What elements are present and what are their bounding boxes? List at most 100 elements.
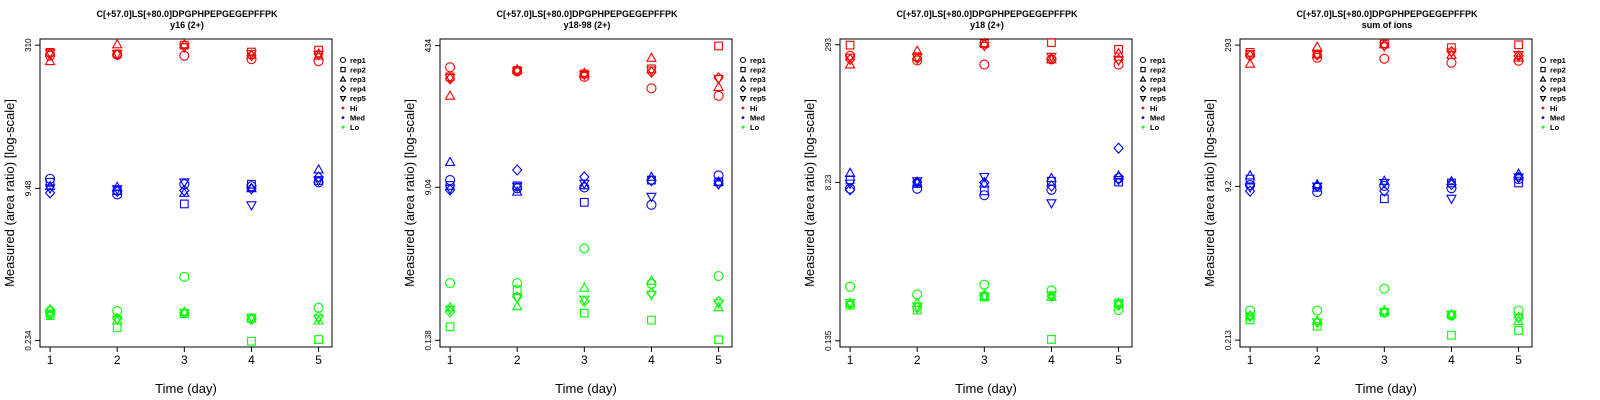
plot-frame (1239, 38, 1533, 348)
x-axis-label: Time (day) (555, 381, 617, 396)
data-point-rep4-med (111, 185, 123, 198)
data-point-rep1-med (1446, 183, 1457, 194)
data-point-rep5-hi (1446, 48, 1457, 59)
legend-label-lo: Lo (750, 123, 760, 132)
legend-marker-rep1 (1539, 56, 1547, 64)
data-point-rep1-med (1245, 180, 1256, 191)
legend-label-rep3: rep3 (350, 75, 366, 84)
legend-label-rep2: rep2 (350, 65, 366, 74)
data-point-rep3-med (1244, 169, 1256, 180)
data-point-rep1-lo (1113, 304, 1124, 316)
legend-marker-rep4 (339, 85, 347, 93)
legend-marker-rep5 (1139, 95, 1147, 103)
data-point-rep1-hi (246, 54, 257, 65)
data-point-rep3-med (444, 156, 456, 167)
data-point-rep1-med (1513, 174, 1524, 185)
data-point-rep2-hi (1447, 43, 1456, 53)
data-point-rep5-hi (578, 70, 590, 81)
data-point-rep1-hi (979, 59, 990, 70)
data-point-rep3-hi (444, 89, 456, 100)
data-point-rep1-lo (512, 278, 523, 289)
data-point-rep1-med (445, 175, 456, 186)
y-axis-label: Measured (area ratio) [log-scale] (2, 99, 17, 287)
x-tick-label: 5 (315, 353, 322, 367)
legend-label-rep5: rep5 (350, 94, 366, 103)
legend-label-rep3: rep3 (1150, 75, 1166, 84)
data-point-rep1-lo (179, 271, 190, 283)
data-point-rep3-med (246, 182, 257, 193)
legend-marker-rep4 (739, 85, 747, 93)
data-point-rep1-hi (912, 55, 923, 66)
data-point-rep1-lo (1379, 283, 1390, 294)
data-point-rep5-hi (444, 73, 456, 84)
legend-dot-hi (1141, 106, 1145, 110)
legend-dot-med (741, 116, 745, 119)
data-point-rep4-med (246, 183, 257, 195)
data-point-rep2-lo (579, 308, 589, 318)
data-point-rep2-lo (1447, 330, 1456, 340)
legend-marker-rep5 (339, 95, 347, 103)
y-tick-label: 9.04 (424, 179, 433, 195)
legend-marker-rep2 (340, 66, 346, 73)
data-point-rep2-lo (1047, 335, 1056, 344)
data-point-rep5-med (713, 180, 725, 191)
data-point-rep3-med (44, 180, 56, 191)
data-point-rep1-hi (646, 83, 657, 94)
data-point-rep5-lo (1311, 318, 1323, 329)
data-point-rep3-hi (1244, 57, 1256, 68)
data-point-rep5-lo (646, 290, 657, 301)
data-point-rep5-lo (313, 314, 325, 325)
data-point-rep1-lo (646, 278, 657, 289)
legend-label-rep4: rep4 (1150, 85, 1167, 94)
legend-dot-hi (741, 106, 745, 110)
data-point-rep4-med (1113, 142, 1124, 154)
data-point-rep5-med (578, 179, 590, 190)
chart-subtitle: sum of ions (1362, 20, 1413, 30)
x-tick-label: 1 (847, 353, 854, 367)
y-tick-label: 0.138 (424, 330, 433, 351)
legend-label-rep2: rep2 (1550, 65, 1566, 74)
legend-label-rep5: rep5 (750, 94, 766, 103)
data-point-rep2-hi (1114, 44, 1123, 54)
data-point-rep5-med (178, 178, 190, 189)
legend-dot-med (341, 116, 345, 119)
data-point-rep1-hi (445, 62, 456, 73)
data-point-rep5-lo (246, 313, 257, 324)
x-tick-label: 4 (1048, 353, 1055, 367)
legend-label-rep4: rep4 (1550, 85, 1567, 94)
data-point-rep1-lo (1513, 305, 1524, 316)
legend-label-rep5: rep5 (1150, 94, 1166, 103)
legend-label-lo: Lo (350, 123, 360, 132)
legend-label-lo: Lo (1150, 123, 1160, 132)
legend-label-hi: Hi (750, 104, 758, 113)
data-point-rep4-med (1244, 185, 1256, 197)
data-point-rep5-lo (178, 308, 190, 319)
data-point-rep3-med (313, 163, 325, 174)
data-point-rep5-lo (1113, 300, 1125, 310)
x-tick-label: 2 (914, 353, 921, 367)
legend-marker-rep3 (739, 75, 747, 82)
legend-dot-lo (1141, 125, 1145, 129)
data-point-rep3-lo (713, 301, 725, 312)
data-point-rep1-med (1379, 180, 1390, 191)
data-point-rep3-med (844, 167, 856, 177)
data-point-rep5-lo (844, 299, 856, 309)
data-point-rep3-hi (578, 67, 590, 77)
data-point-rep4-med (1379, 185, 1390, 197)
data-point-rep5-med (1244, 183, 1256, 194)
legend-marker-rep1 (1139, 56, 1147, 64)
data-point-rep1-med (713, 170, 724, 181)
data-point-rep5-hi (111, 50, 123, 60)
data-point-rep5-hi (313, 50, 325, 61)
plot-frame (839, 38, 1133, 348)
x-axis-label: Time (day) (155, 381, 217, 396)
data-point-rep2-med (247, 179, 256, 189)
legend-label-rep4: rep4 (350, 85, 367, 94)
data-point-rep2-med (1114, 177, 1123, 187)
data-point-rep3-med (511, 185, 523, 196)
y-axis-label: Measured (area ratio) [log-scale] (1202, 99, 1217, 287)
data-point-rep1-med (1046, 184, 1057, 195)
data-point-rep2-lo (1245, 315, 1255, 325)
data-point-rep5-lo (578, 295, 590, 306)
